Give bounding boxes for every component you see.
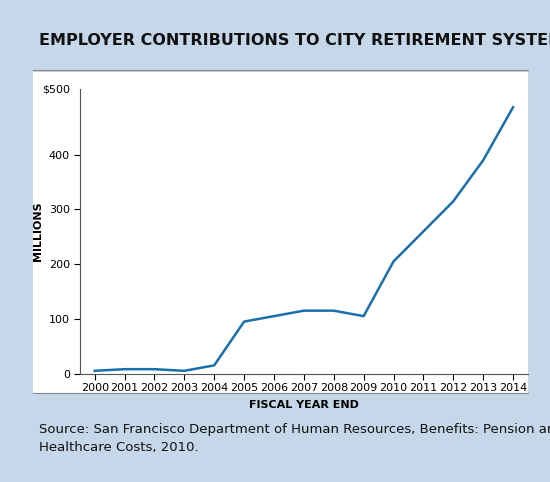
Y-axis label: MILLIONS: MILLIONS xyxy=(34,201,43,261)
Text: EMPLOYER CONTRIBUTIONS TO CITY RETIREMENT SYSTEM: EMPLOYER CONTRIBUTIONS TO CITY RETIREMEN… xyxy=(39,33,550,49)
Text: $500: $500 xyxy=(42,84,70,94)
X-axis label: FISCAL YEAR END: FISCAL YEAR END xyxy=(249,400,359,410)
Text: Source: San Francisco Department of Human Resources, Benefits: Pension and
Healt: Source: San Francisco Department of Huma… xyxy=(39,423,550,454)
